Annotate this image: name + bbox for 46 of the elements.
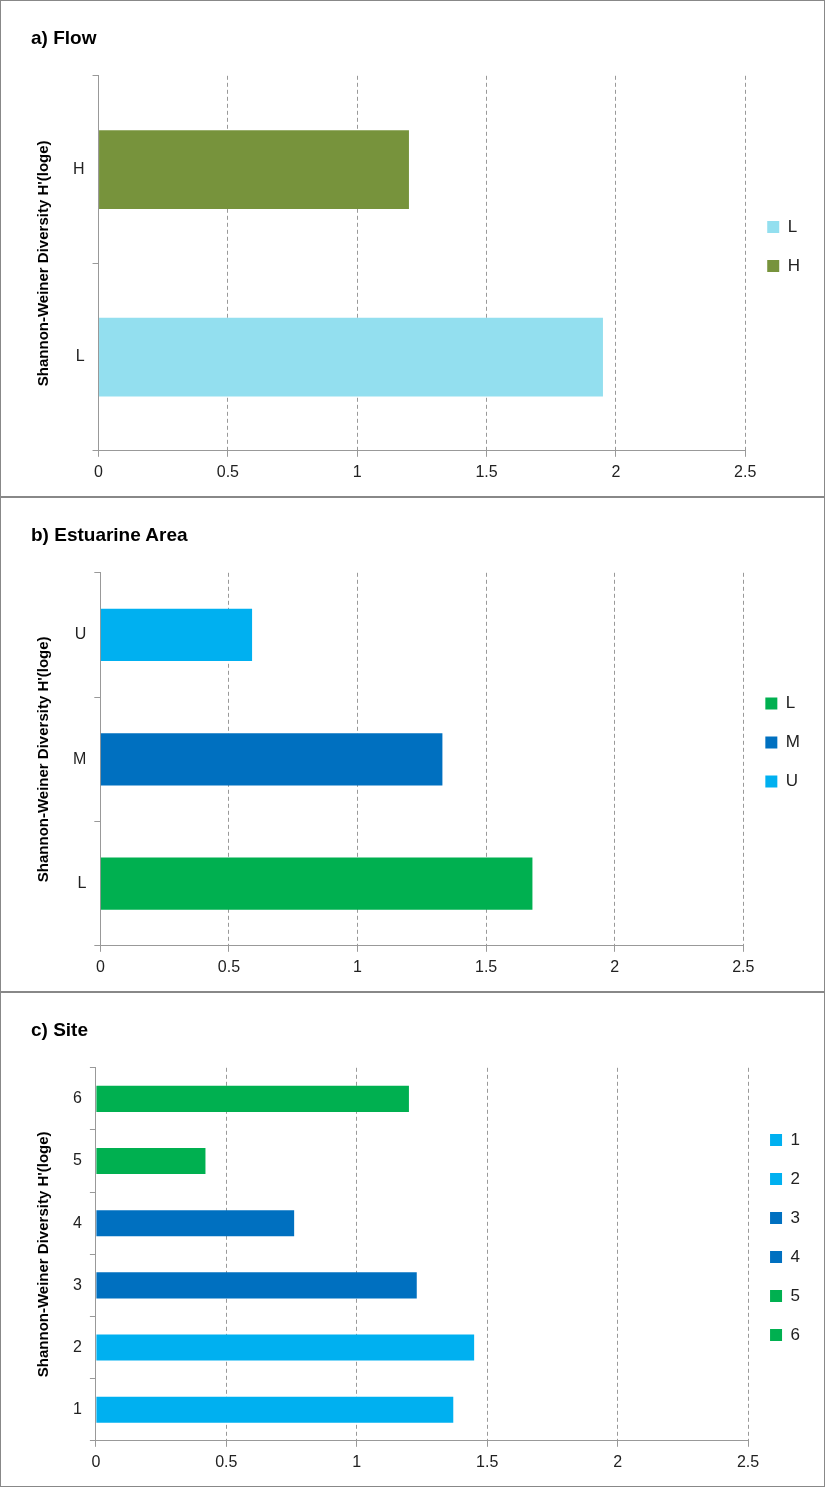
legend-label: L (785, 693, 796, 713)
y-tick-label: H (72, 159, 85, 177)
legend-label: 6 (790, 1324, 801, 1344)
legend-label: U (785, 771, 799, 791)
y-tick-label: 2 (72, 1337, 82, 1355)
x-tick-label: 2 (611, 462, 621, 480)
x-tick-label: 2 (613, 1452, 623, 1470)
x-tick-label: 2 (610, 957, 620, 975)
y-tick-label: 4 (72, 1213, 82, 1231)
chart-title: b) Estuarine Area (31, 523, 189, 545)
x-tick-label: 2.5 (736, 1452, 760, 1470)
legend-label: 5 (790, 1285, 801, 1305)
x-tick-label: 0.5 (216, 462, 240, 480)
y-tick-label: M (73, 749, 87, 767)
y-tick-label: L (75, 347, 85, 365)
legend-label: L (787, 216, 798, 236)
x-tick-label: 0.5 (217, 957, 241, 975)
x-tick-label: 1 (352, 462, 362, 480)
legend-label: 4 (790, 1246, 801, 1266)
y-axis-title: Shannon-Weiner Diversity H'(loge) (34, 1131, 52, 1378)
y-tick-label: U (74, 625, 87, 643)
legend-label: M (785, 732, 801, 752)
legend-label: 1 (790, 1129, 801, 1149)
x-tick-label: 0 (95, 957, 105, 975)
x-tick-label: 2.5 (734, 462, 757, 480)
y-tick-label: 3 (72, 1275, 82, 1293)
chart-title: a) Flow (31, 26, 97, 48)
chart-title: c) Site (31, 1018, 89, 1040)
legend-label: 3 (790, 1207, 801, 1227)
x-tick-label: 1 (352, 1452, 362, 1470)
x-tick-label: 0 (91, 1452, 101, 1470)
y-tick-label: L (77, 874, 87, 892)
x-tick-label: 1.5 (475, 957, 498, 975)
x-tick-label: 1.5 (476, 1452, 499, 1470)
legend-label: 2 (790, 1168, 801, 1188)
y-tick-label: 5 (72, 1151, 82, 1169)
legend-label: H (787, 255, 800, 275)
x-tick-label: 2.5 (732, 957, 755, 975)
x-tick-label: 0.5 (215, 1452, 238, 1470)
x-tick-label: 0 (94, 462, 104, 480)
y-tick-label: 1 (72, 1400, 82, 1418)
x-tick-label: 1.5 (475, 462, 498, 480)
y-axis-title: Shannon-Weiner Diversity H'(loge) (34, 636, 52, 883)
y-tick-label: 6 (72, 1089, 82, 1107)
y-axis-title: Shannon-Weiner Diversity H'(loge) (34, 140, 52, 387)
x-tick-label: 1 (353, 957, 363, 975)
